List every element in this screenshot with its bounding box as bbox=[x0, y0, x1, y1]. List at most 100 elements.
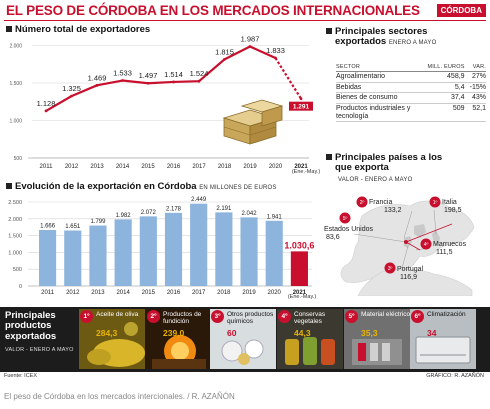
x-tick-label: 2015 bbox=[142, 290, 156, 296]
svg-text:2º: 2º bbox=[360, 200, 365, 206]
product-value: 239,0 bbox=[163, 328, 185, 338]
square-bullet-icon bbox=[6, 26, 12, 32]
x-tick-label: 2020 bbox=[268, 290, 282, 296]
product-rank-badge: 6º bbox=[411, 310, 424, 323]
data-point bbox=[223, 57, 226, 61]
highlight-label-bg bbox=[289, 101, 313, 111]
bar-chart-annotation: (Ene.-May.) bbox=[288, 294, 316, 300]
product-value: 60 bbox=[227, 328, 237, 338]
brand-badge: CÓRDOBA bbox=[436, 4, 486, 17]
sector-name: Productos industriales y tecnología bbox=[336, 103, 416, 123]
image-caption: El peso de Córdoba en los mercados inter… bbox=[4, 392, 235, 401]
bar bbox=[190, 203, 208, 286]
data-label: 1.514 bbox=[164, 70, 183, 79]
countries-map: 1º Italia 198,5 2º Francia 133,2 3º Port… bbox=[324, 196, 475, 296]
x-tick-label: 2013 bbox=[90, 164, 104, 170]
bar-chart-y-ticks: 0 500 1.000 1.500 2.000 2.500 bbox=[8, 200, 22, 290]
data-label: 1.030,6 bbox=[284, 240, 314, 250]
countries-title: Principales países a los que exporta bbox=[326, 153, 442, 173]
line-chart-data-labels: 1.128 1.325 1.469 1.533 1.497 1.514 1.524 1.815… bbox=[37, 34, 313, 111]
x-tick-label: 2016 bbox=[167, 164, 181, 170]
evolution-title: Evolución de la exportación en Córdoba E… bbox=[6, 182, 277, 192]
sector-value: 37,4 bbox=[416, 92, 465, 105]
sector-value: 509 bbox=[416, 103, 465, 123]
bar-chart-bars bbox=[39, 203, 308, 286]
data-label: 1.666 bbox=[40, 224, 56, 230]
y-tick-label: 1.000 bbox=[9, 119, 22, 125]
data-point bbox=[44, 109, 48, 113]
svg-text:111,5: 111,5 bbox=[436, 249, 453, 256]
data-label: 1.651 bbox=[65, 224, 81, 230]
products-subtitle: VALOR - ENERO A MAYO bbox=[5, 347, 74, 353]
product-rank-badge: 2º bbox=[147, 310, 160, 323]
svg-text:198,5: 198,5 bbox=[444, 207, 462, 214]
data-label: 1.524 bbox=[190, 69, 209, 78]
product-value: 284,3 bbox=[96, 328, 118, 338]
data-point bbox=[299, 97, 303, 101]
product-label: Otros productos químicos bbox=[227, 311, 274, 326]
source-note: Fuente: ICEX bbox=[4, 373, 38, 379]
col-var: VAR. bbox=[464, 63, 486, 72]
square-bullet-icon bbox=[326, 154, 332, 160]
product-label: Climatización bbox=[427, 311, 466, 318]
data-label: 1.799 bbox=[90, 219, 106, 225]
x-tick-label: 2021 bbox=[293, 290, 307, 296]
product-card: 6º Climatización 34 bbox=[410, 309, 476, 369]
data-point bbox=[146, 81, 150, 85]
svg-text:3º: 3º bbox=[388, 266, 393, 272]
y-tick-label: 1.000 bbox=[8, 250, 22, 256]
table-row: Productos industriales y tecnología 509 … bbox=[336, 103, 486, 123]
y-tick-label: 2.000 bbox=[8, 217, 22, 223]
bar bbox=[39, 230, 57, 286]
exports-bar-chart: 0 500 1.000 1.500 2.000 2.500 1.666 1.651 1.799… bbox=[8, 197, 316, 300]
country-marruecos: 4º Marruecos 111,5 bbox=[420, 238, 467, 256]
country-francia: 2º Francia 133,2 bbox=[356, 196, 402, 214]
svg-text:1º: 1º bbox=[433, 200, 438, 206]
square-bullet-icon bbox=[326, 28, 332, 34]
countries-subtitle: VALOR - ENERO A MAYO bbox=[338, 177, 413, 183]
product-card: 5º Material eléctrico 35,3 bbox=[344, 309, 410, 369]
table-row: Bebidas 5,4 -15% bbox=[336, 82, 486, 94]
data-label: 1.941 bbox=[267, 214, 283, 220]
bar bbox=[290, 251, 308, 286]
x-tick-label: 2012 bbox=[66, 290, 80, 296]
data-point bbox=[95, 83, 99, 87]
data-point bbox=[70, 94, 73, 98]
product-value: 44,3 bbox=[294, 328, 311, 338]
sector-name: Bebidas bbox=[336, 82, 416, 94]
y-tick-label: 1.500 bbox=[8, 234, 22, 240]
data-label: 1.982 bbox=[116, 213, 132, 219]
x-tick-label: 2017 bbox=[192, 290, 206, 296]
countries-title-line1: Principales países a los bbox=[335, 152, 443, 163]
y-tick-label: 2.500 bbox=[8, 200, 22, 206]
x-tick-label: 2018 bbox=[218, 164, 232, 170]
bar bbox=[114, 219, 132, 286]
products-title-line3: exportados bbox=[5, 330, 57, 342]
data-label: 2.072 bbox=[141, 210, 157, 216]
y-tick-label: 500 bbox=[14, 156, 23, 162]
table-row: Bienes de consumo 37,4 43% bbox=[336, 92, 486, 105]
sectors-title: Principales sectores exportados ENERO A … bbox=[326, 27, 437, 47]
data-label: 1.497 bbox=[139, 71, 158, 80]
data-label: 2.042 bbox=[242, 211, 258, 217]
x-tick-label: 2018 bbox=[217, 290, 231, 296]
data-label: 1.291 bbox=[293, 104, 310, 111]
product-rank-badge: 5º bbox=[345, 310, 358, 323]
country-portugal: 3º Portugal 116,9 bbox=[384, 262, 424, 281]
crates-icon bbox=[222, 99, 284, 145]
sectors-table-header: SECTOR MILL. EUROS VAR. bbox=[336, 63, 486, 72]
page-title: EL PESO DE CÓRDOBA EN LOS MERCADOS INTER… bbox=[6, 3, 420, 18]
data-label: 2.191 bbox=[216, 206, 232, 212]
product-label: Aceite de oliva bbox=[96, 311, 139, 318]
product-rank-badge: 1º bbox=[80, 310, 93, 323]
country-estados-unidos: 5º Estados Unidos 83,6 bbox=[324, 212, 374, 241]
svg-text:Francia: Francia bbox=[369, 199, 392, 206]
product-value: 35,3 bbox=[361, 328, 378, 338]
data-point bbox=[197, 79, 201, 83]
sector-name: Bienes de consumo bbox=[336, 92, 416, 105]
product-card: 4º Conservas vegetales 44,3 bbox=[277, 309, 343, 369]
svg-text:133,2: 133,2 bbox=[384, 207, 402, 214]
svg-text:Portugal: Portugal bbox=[397, 266, 424, 273]
data-label: 2.449 bbox=[191, 197, 207, 203]
